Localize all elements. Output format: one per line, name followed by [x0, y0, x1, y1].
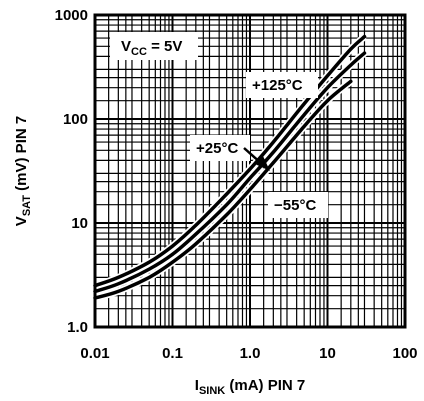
series-label-125c: +125°C — [252, 77, 303, 94]
x-axis-label: ISINK (mA) PIN 7 — [195, 377, 305, 397]
tick-labels: 0.01 0.1 1.0 10 100 1.0 10 100 1000 — [55, 7, 418, 362]
x-label-main: I — [195, 377, 199, 394]
y-label-main: V — [13, 216, 30, 226]
series-halo — [94, 78, 354, 302]
series-label-25c: +25°C — [196, 140, 238, 157]
plot-frame — [93, 13, 407, 329]
label-bg-125 — [246, 72, 318, 98]
condition-rest: = 5V — [147, 38, 182, 55]
condition-sub: CC — [131, 46, 147, 58]
curves — [93, 33, 367, 302]
y-label-rest: (mV) PIN 7 — [13, 116, 30, 195]
y-tick-label: 10 — [71, 215, 88, 232]
label-bg-25 — [190, 135, 250, 161]
label-bg-minus55 — [268, 192, 328, 218]
x-tick-label: 0.1 — [162, 345, 183, 362]
y-label-sub: SAT — [21, 195, 33, 216]
x-label-sub: SINK — [199, 385, 225, 397]
label-arrowhead-25c — [255, 156, 270, 171]
series-line-1 — [93, 51, 367, 294]
x-tick-label: 10 — [319, 345, 336, 362]
y-tick-label: 100 — [63, 111, 88, 128]
grid — [95, 15, 405, 327]
condition-main: V — [121, 38, 131, 55]
series-line-0 — [93, 34, 367, 288]
y-tick-label: 1000 — [55, 7, 88, 24]
condition-box — [110, 32, 198, 60]
series-line-2 — [93, 79, 353, 300]
x-tick-label: 100 — [392, 345, 417, 362]
x-tick-label: 1.0 — [240, 345, 261, 362]
x-label-rest: (mA) PIN 7 — [225, 377, 305, 394]
condition-label: VCC = 5V — [121, 38, 182, 58]
y-tick-label: 1.0 — [67, 319, 88, 336]
series-label-minus55c: −55°C — [274, 197, 316, 214]
x-tick-label: 0.01 — [80, 345, 109, 362]
y-axis-label: VSAT (mV) PIN 7 — [13, 116, 33, 226]
